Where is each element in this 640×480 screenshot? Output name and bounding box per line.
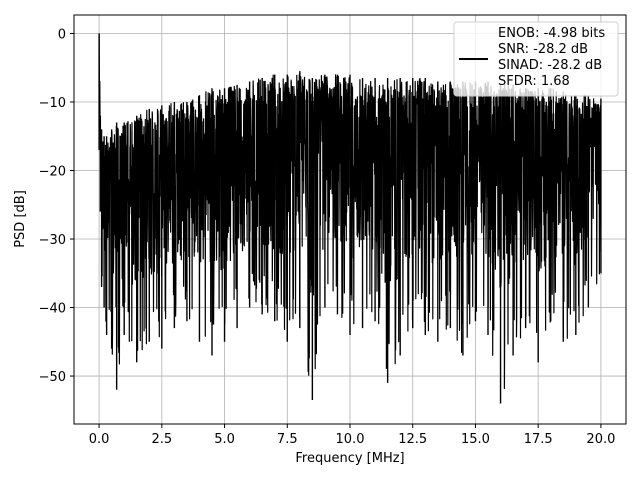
legend-entry-line: SINAD: -28.2 dB <box>498 58 602 73</box>
y-tick-label: −40 <box>39 302 66 317</box>
y-tick-label: −50 <box>39 370 66 385</box>
y-axis-ticks: 0 −10 −20 −30 −40 −50 <box>39 27 74 385</box>
x-tick-label: 12.5 <box>398 432 427 447</box>
y-tick-label: −10 <box>39 96 66 111</box>
y-tick-label: −30 <box>39 233 66 248</box>
x-tick-label: 2.5 <box>151 432 172 447</box>
x-tick-label: 20.0 <box>586 432 615 447</box>
legend-entry-line: SFDR: 1.68 <box>498 74 570 89</box>
x-tick-label: 5.0 <box>214 432 235 447</box>
y-tick-label: 0 <box>58 27 66 42</box>
legend-box <box>453 21 619 97</box>
x-tick-label: 7.5 <box>277 432 298 447</box>
x-tick-label: 10.0 <box>336 432 365 447</box>
x-axis-ticks: 0.0 2.5 5.0 7.5 10.0 12.5 15.0 17.5 20.0 <box>89 424 615 447</box>
x-tick-label: 15.0 <box>461 432 490 447</box>
legend-entry-line: SNR: -28.2 dB <box>498 42 588 57</box>
y-axis-label: PSD [dB] <box>13 190 28 248</box>
x-tick-label: 17.5 <box>524 432 553 447</box>
y-tick-label: −20 <box>39 165 66 180</box>
x-tick-label: 0.0 <box>89 432 110 447</box>
x-axis-label: Frequency [MHz] <box>295 451 404 466</box>
psd-series-line <box>98 33 602 404</box>
legend-entry-line: ENOB: -4.98 bits <box>498 26 605 41</box>
